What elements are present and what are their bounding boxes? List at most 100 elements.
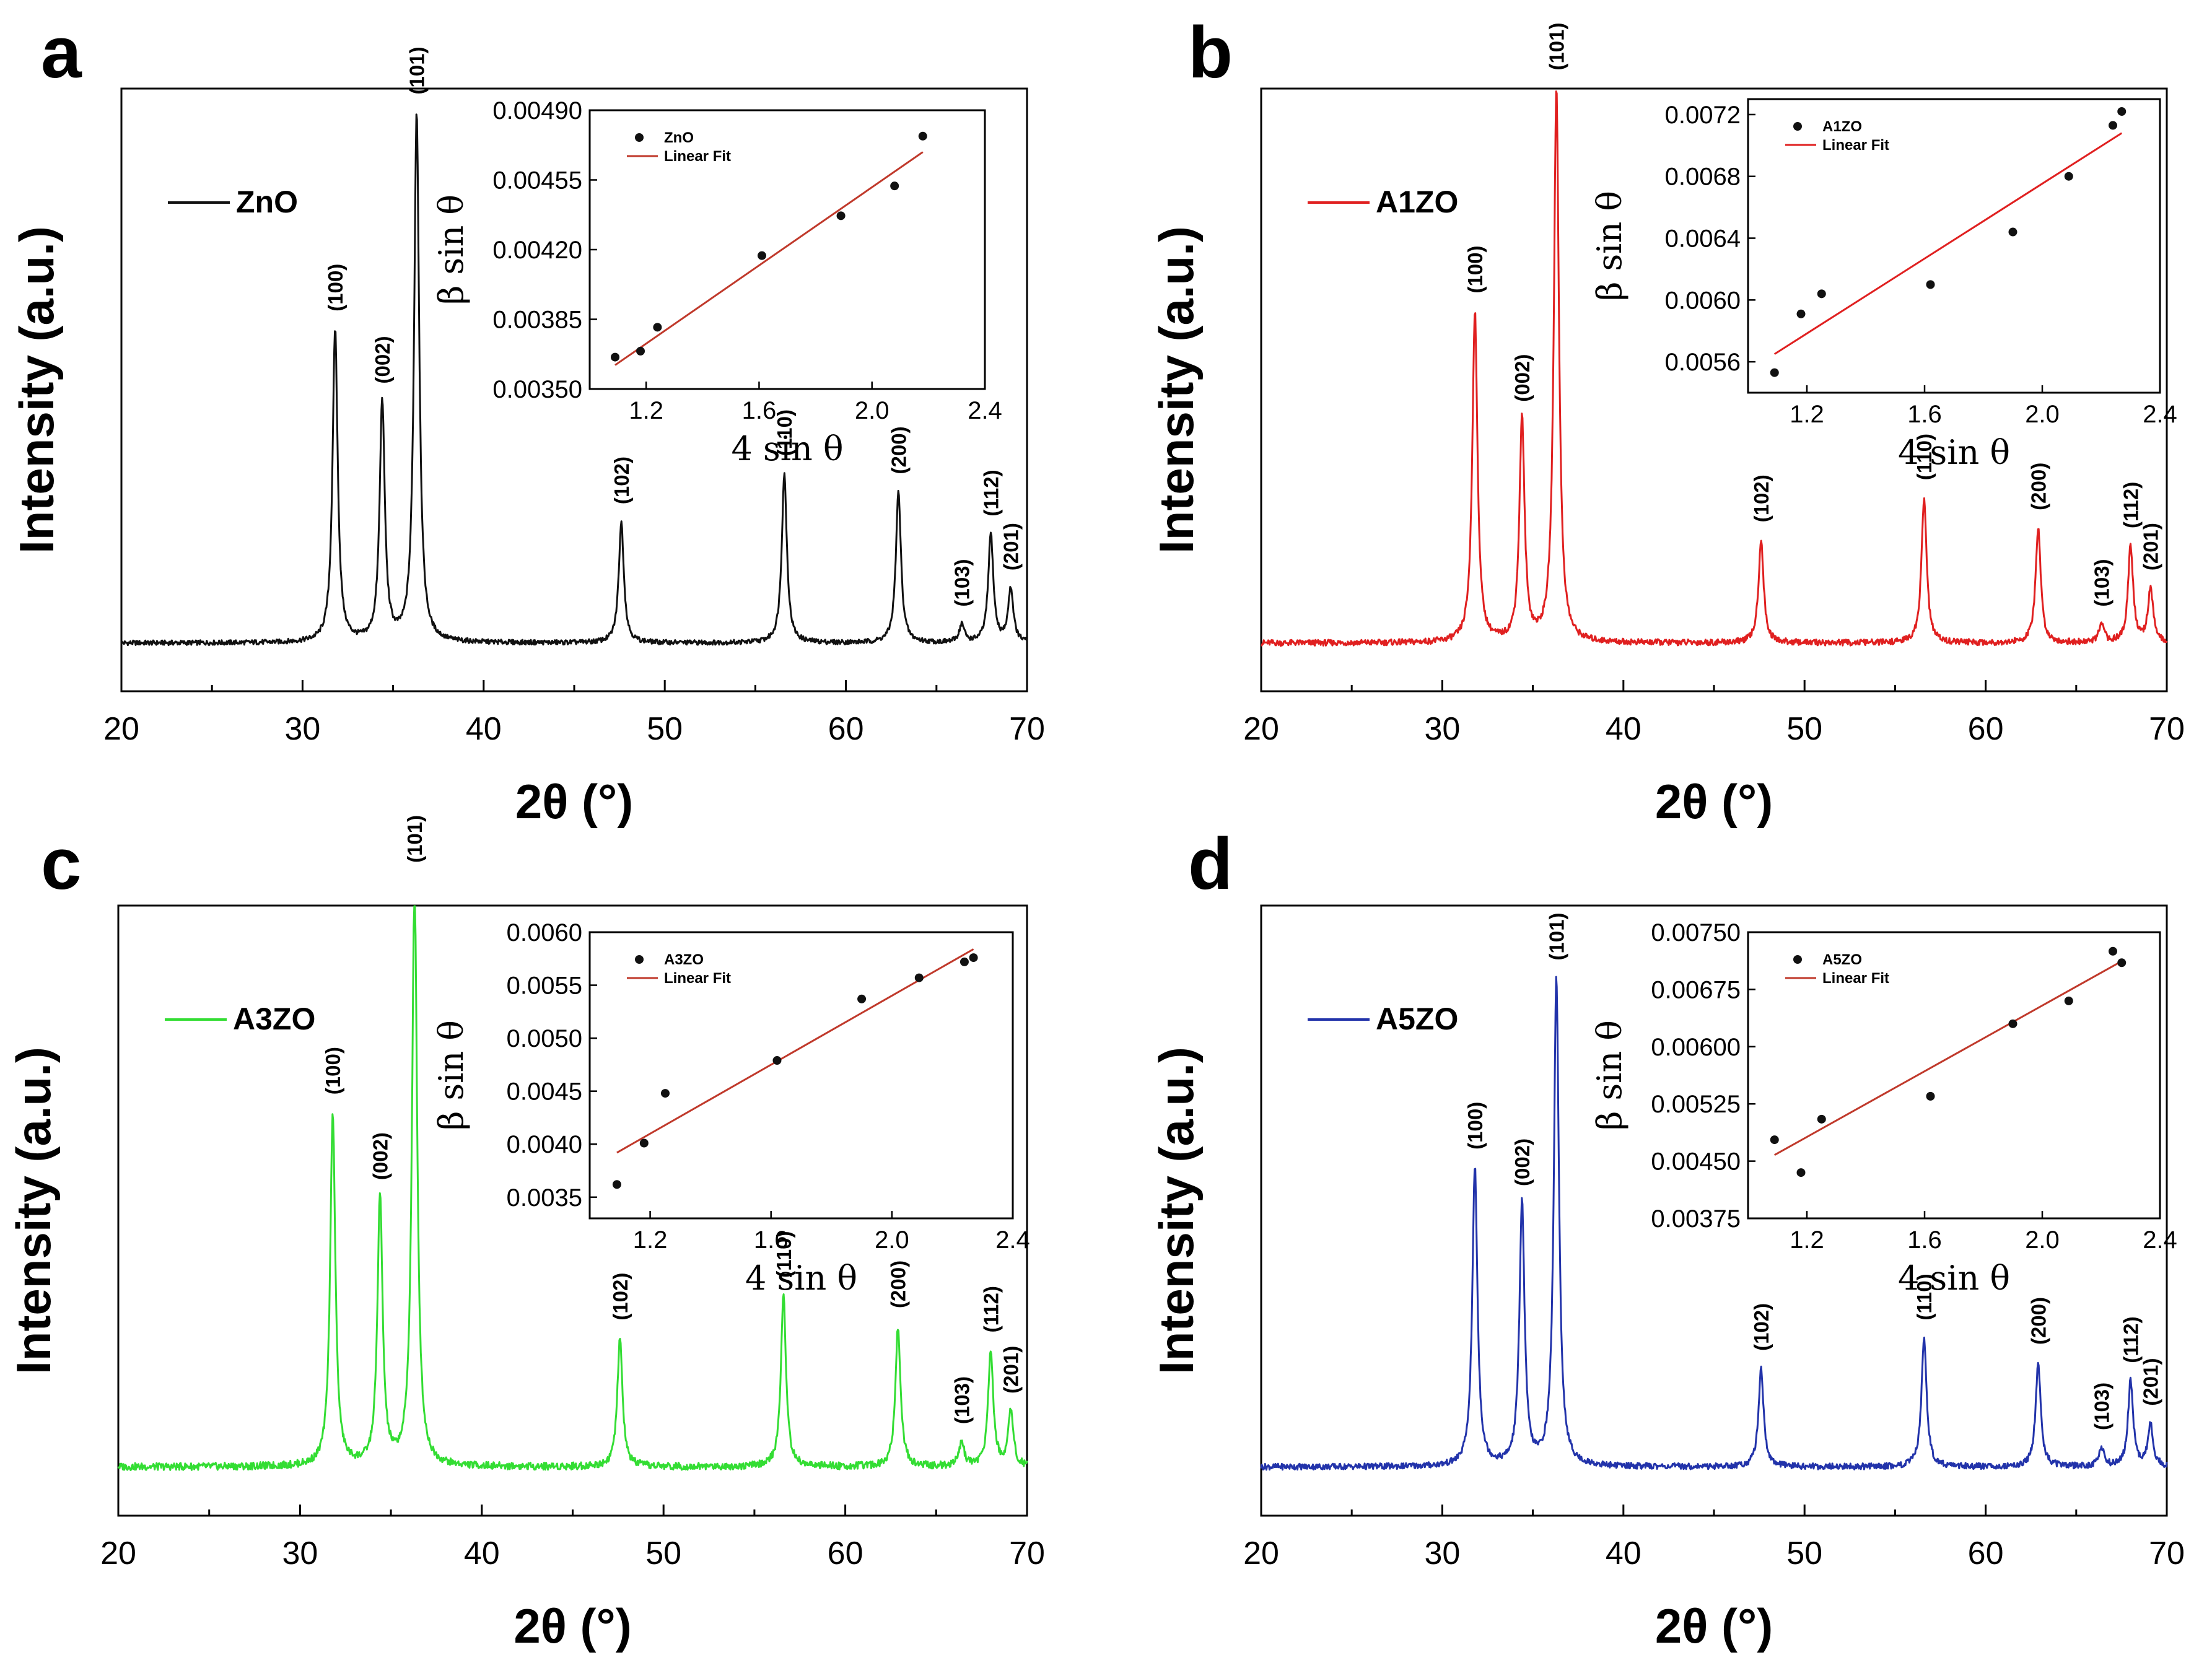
x-tick-label: 30 [282, 1536, 318, 1571]
inset-data-point [639, 1138, 649, 1148]
peak-label: (201) [1000, 1346, 1023, 1394]
x-tick-label: 70 [2149, 711, 2185, 747]
inset-chart: 1.2 1.6 2.0 2.4 0.0035 0.0040 0.0045 0.0050 0.00… [432, 919, 1030, 1298]
inset-frame [588, 931, 1014, 1220]
inset-legend-marker [1793, 955, 1802, 964]
inset-data-point [2117, 107, 2127, 116]
inset-x-tick-label: 1.2 [633, 1226, 668, 1254]
inset-legend-marker [635, 133, 644, 142]
xrd-pattern-line [1260, 976, 2168, 1471]
peak-label: (201) [2140, 1358, 2162, 1406]
panel-letter: a [41, 12, 82, 94]
inset-y-tick-label: 0.00675 [1651, 976, 1741, 1003]
peak-label: (110) [772, 1231, 795, 1277]
panel-letter: d [1188, 823, 1233, 905]
inset-x-tick-label: 2.0 [875, 1226, 909, 1254]
x-tick-label: 40 [466, 711, 502, 747]
inset-chart: 1.2 1.6 2.0 2.4 0.00375 0.00450 0.00525 0.00600… [1590, 919, 2177, 1298]
inset-data-point [1817, 289, 1826, 299]
x-tick-label: 40 [464, 1536, 500, 1571]
x-tick-label: 30 [1424, 1536, 1460, 1571]
inset-data-point [612, 1180, 621, 1189]
inset-data-point [1770, 1135, 1779, 1145]
inset-legend-marker [635, 955, 644, 964]
inset-y-tick-label: 0.00350 [492, 376, 582, 403]
inset-fit-line [1774, 960, 2122, 1156]
inset-legend-label: ZnO [664, 129, 694, 146]
legend-label: A5ZO [1376, 1002, 1458, 1036]
inset-legend-label: A3ZO [664, 951, 704, 968]
inset-y-tick-label: 0.00600 [1651, 1034, 1741, 1061]
inset-y-tick-label: 0.00490 [492, 97, 582, 124]
inset-data-point [1770, 368, 1779, 377]
panel-letter: c [41, 823, 82, 905]
legend-label: A3ZO [233, 1002, 315, 1036]
inset-y-tick-label: 0.00420 [492, 237, 582, 264]
x-tick-label: 20 [1243, 1536, 1279, 1571]
inset-data-point [772, 1056, 782, 1065]
peak-label: (002) [1511, 1138, 1534, 1186]
peak-label: (110) [1913, 434, 1936, 480]
inset-x-tick-label: 2.4 [2143, 1226, 2177, 1254]
inset-y-tick-label: 0.0064 [1665, 225, 1741, 253]
inset-data-point [914, 973, 924, 982]
inset-x-axis-title: 4 sin θ [1898, 433, 2010, 472]
inset-legend-label: Linear Fit [1822, 137, 1889, 154]
inset-x-tick-label: 2.0 [2025, 401, 2060, 428]
inset-legend-label: Linear Fit [664, 970, 731, 987]
x-tick-label: 70 [2149, 1536, 2185, 1571]
inset-data-point [2117, 958, 2127, 968]
inset-data-point [1926, 1091, 1935, 1101]
inset-chart: 1.2 1.6 2.0 2.4 0.0056 0.0060 0.0064 0.0068 0.00… [1590, 98, 2177, 472]
inset-y-tick-label: 0.00750 [1651, 919, 1741, 946]
inset-data-point [836, 211, 846, 221]
peak-label: (112) [2120, 1316, 2143, 1363]
peak-label: (002) [369, 1132, 391, 1180]
inset-x-tick-label: 1.2 [1790, 1226, 1824, 1254]
x-tick-label: 50 [1786, 711, 1822, 747]
x-tick-label: 60 [828, 1536, 863, 1571]
inset-y-tick-label: 0.0055 [507, 972, 582, 1000]
inset-x-axis-title: 4 sin θ [1898, 1259, 2010, 1298]
x-tick-label: 50 [647, 711, 683, 747]
inset-data-point [1926, 280, 1935, 289]
x-axis-title: 2θ (°) [1655, 1599, 1773, 1653]
inset-y-tick-label: 0.0060 [507, 919, 582, 946]
x-tick-label: 30 [1424, 711, 1460, 747]
peak-label: (200) [2027, 463, 2050, 510]
inset-data-point [890, 181, 899, 191]
inset-fit-line [616, 948, 974, 1154]
peak-label: (200) [2027, 1297, 2050, 1345]
peak-label: (002) [1511, 354, 1534, 402]
inset-y-tick-label: 0.0060 [1665, 287, 1741, 314]
inset-data-point [2109, 946, 2117, 956]
peak-label: (002) [371, 336, 394, 383]
x-tick-label: 30 [284, 711, 320, 747]
y-axis-title: Intensity (a.u.) [1149, 226, 1204, 554]
x-tick-label: 20 [100, 1536, 136, 1571]
x-tick-label: 70 [1009, 711, 1045, 747]
x-axis-title: 2θ (°) [1655, 774, 1773, 829]
inset-data-point [2064, 996, 2073, 1005]
inset-y-tick-label: 0.0050 [507, 1025, 582, 1052]
panel-a: a 20 30 40 50 60 70 2θ (°) Intensity (a.u.) (100)… [9, 12, 1045, 829]
inset-x-axis-title: 4 sin θ [732, 429, 844, 468]
xrd-pattern-line [117, 905, 1028, 1471]
inset-x-tick-label: 1.2 [1790, 401, 1824, 428]
inset-data-point [660, 1089, 670, 1098]
inset-y-tick-label: 0.00455 [492, 167, 582, 194]
peak-label: (102) [609, 1273, 632, 1321]
inset-data-point [757, 251, 766, 260]
inset-y-tick-label: 0.00385 [492, 307, 582, 334]
y-axis-title: Intensity (a.u.) [1149, 1047, 1204, 1374]
inset-y-axis-title: β sin θ [432, 1020, 471, 1130]
x-tick-label: 50 [645, 1536, 681, 1571]
inset-x-tick-label: 1.2 [629, 397, 663, 424]
xrd-pattern-line [120, 113, 1028, 647]
inset-legend-label: Linear Fit [664, 148, 731, 165]
inset-data-point [918, 131, 927, 141]
inset-data-point [857, 994, 867, 1003]
inset-x-tick-label: 1.6 [1907, 1226, 1942, 1254]
inset-legend-label: A1ZO [1822, 118, 1862, 135]
peak-label: (103) [950, 1376, 973, 1424]
